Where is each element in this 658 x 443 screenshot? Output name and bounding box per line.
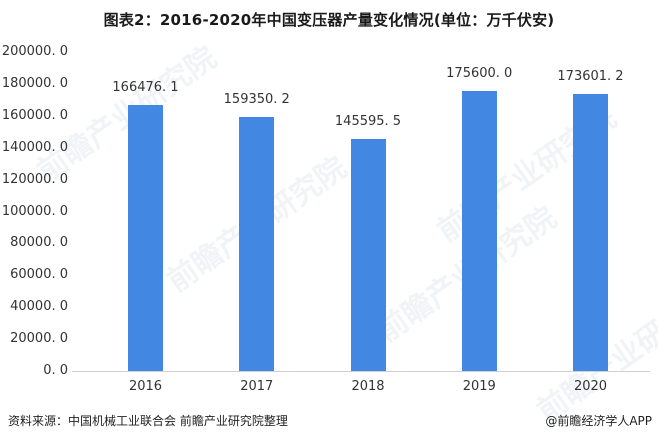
y-tick-label: 200000. 0 — [1, 44, 68, 59]
y-tick-label: 20000. 0 — [10, 331, 68, 347]
bar-value-label: 173601. 2 — [557, 69, 624, 85]
y-tick-label: 160000. 0 — [1, 107, 68, 123]
y-tick-label: 100000. 0 — [1, 203, 68, 219]
x-axis-line — [72, 371, 650, 372]
brand-credit: @前瞻经济学人APP — [545, 414, 652, 428]
y-tick-label: 120000. 0 — [1, 171, 68, 187]
bar-value-label: 175600. 0 — [446, 65, 513, 81]
bar-2017 — [239, 116, 275, 371]
x-tick-label: 2019 — [462, 379, 496, 394]
y-tick-label: 0. 0 — [43, 363, 68, 378]
x-tick-label: 2016 — [128, 379, 163, 394]
y-tick-label: 60000. 0 — [10, 267, 68, 283]
bar-2019 — [461, 90, 497, 371]
x-tick-label: 2020 — [573, 379, 608, 394]
source-note: 资料来源：中国机械工业联合会 前瞻产业研究院整理 — [8, 414, 288, 428]
x-tick-label: 2017 — [240, 379, 274, 394]
x-tick-label: 2018 — [351, 379, 385, 394]
bar-2016 — [128, 105, 163, 371]
chart-title: 图表2：2016-2020年中国变压器产量变化情况(单位：万千伏安) — [103, 11, 555, 29]
y-tick-label: 180000. 0 — [1, 75, 68, 91]
bar-value-label: 159350. 2 — [223, 91, 290, 107]
y-tick-label: 40000. 0 — [10, 299, 68, 315]
y-tick-label: 140000. 0 — [1, 139, 68, 155]
bar-value-label: 166476. 1 — [112, 80, 179, 96]
bar-value-label: 145595. 5 — [334, 113, 402, 129]
bar-2018 — [350, 138, 386, 371]
y-tick-label: 80000. 0 — [10, 235, 68, 251]
bar-2020 — [573, 94, 608, 371]
